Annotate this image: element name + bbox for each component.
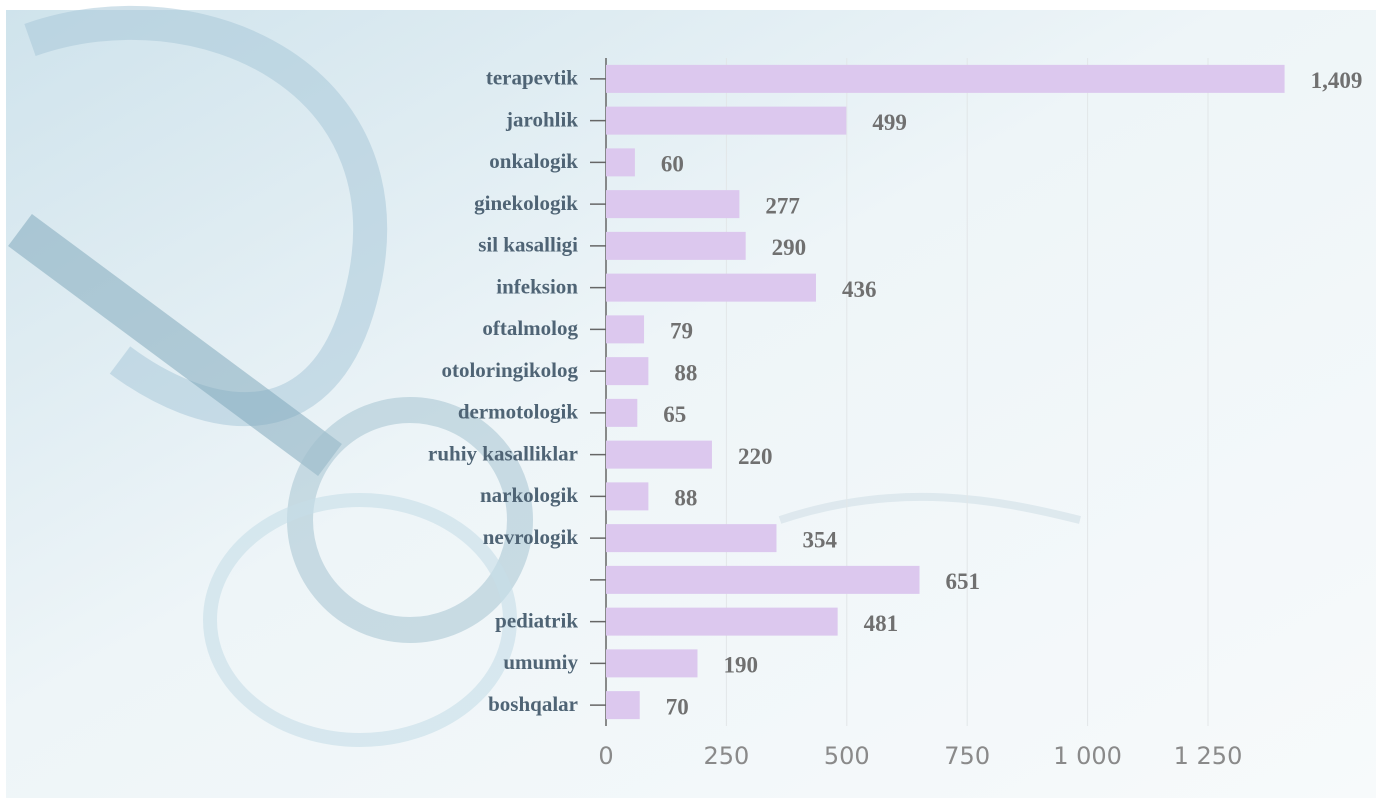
y-tick-label: pediatrik bbox=[495, 608, 578, 632]
bar bbox=[606, 190, 740, 219]
value-label: 88 bbox=[674, 486, 697, 511]
y-tick-label: terapevtik bbox=[486, 66, 578, 90]
y-tick-label: nevrologik bbox=[483, 525, 579, 549]
bar bbox=[606, 691, 640, 720]
value-label: 499 bbox=[872, 110, 907, 135]
value-label: 220 bbox=[738, 444, 773, 469]
y-tick-label: onkalogik bbox=[489, 149, 578, 173]
x-tick-label: 1 250 bbox=[1174, 742, 1243, 770]
value-label: 354 bbox=[802, 527, 837, 552]
value-label: 436 bbox=[842, 277, 877, 302]
value-label: 190 bbox=[724, 653, 759, 678]
value-label: 481 bbox=[864, 611, 899, 636]
bar bbox=[606, 524, 777, 553]
x-tick-label: 250 bbox=[703, 742, 749, 770]
value-label: 88 bbox=[674, 360, 697, 385]
y-tick-label: otoloringikolog bbox=[441, 358, 578, 382]
bar bbox=[606, 148, 635, 177]
bar bbox=[606, 273, 816, 302]
y-tick-label: infeksion bbox=[496, 274, 578, 298]
y-tick-label: jarohlik bbox=[505, 107, 578, 131]
y-tick-label: narkologik bbox=[480, 483, 578, 507]
x-tick-label: 0 bbox=[598, 742, 613, 770]
y-tick-label: umumiy bbox=[503, 650, 578, 674]
y-tick-label: sil kasalligi bbox=[478, 233, 578, 257]
x-tick-label: 1 000 bbox=[1053, 742, 1122, 770]
background-art bbox=[8, 5, 1081, 747]
value-label: 65 bbox=[663, 402, 686, 427]
value-label: 651 bbox=[946, 569, 981, 594]
y-tick-label: dermotologik bbox=[458, 400, 578, 424]
y-tick-label: boshqalar bbox=[488, 692, 578, 716]
x-tick-label: 500 bbox=[824, 742, 870, 770]
y-tick-label: ruhiy kasalliklar bbox=[428, 441, 578, 465]
bar bbox=[606, 482, 649, 511]
bar bbox=[606, 565, 920, 594]
bar bbox=[606, 315, 645, 344]
bar bbox=[606, 440, 712, 469]
value-label: 290 bbox=[772, 235, 807, 260]
bar bbox=[606, 64, 1285, 93]
bar bbox=[606, 106, 847, 135]
bar bbox=[606, 398, 638, 427]
y-tick-label: ginekologik bbox=[474, 191, 578, 215]
value-label: 70 bbox=[666, 694, 689, 719]
bar bbox=[606, 357, 649, 386]
value-label: 60 bbox=[661, 152, 684, 177]
y-tick-label: oftalmolog bbox=[482, 316, 578, 340]
value-label: 1,409 bbox=[1311, 68, 1363, 93]
bar bbox=[606, 607, 838, 636]
bar bbox=[606, 649, 698, 678]
value-label: 277 bbox=[765, 193, 800, 218]
value-label: 79 bbox=[670, 319, 693, 344]
bar bbox=[606, 231, 746, 260]
x-tick-label: 750 bbox=[944, 742, 990, 770]
